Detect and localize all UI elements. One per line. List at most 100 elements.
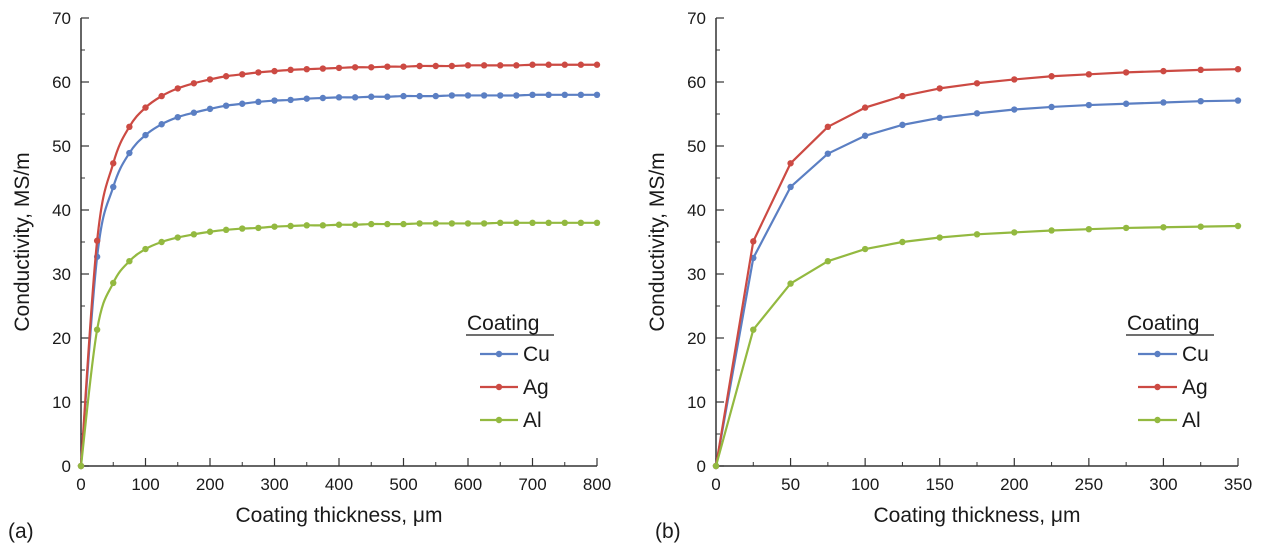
data-point xyxy=(400,63,407,70)
data-point xyxy=(384,63,391,70)
legend: Coating Cu Ag Al xyxy=(466,312,554,432)
data-point xyxy=(529,91,536,99)
legend-label: Cu xyxy=(1182,343,1209,366)
series-line-cu xyxy=(714,99,1239,467)
data-point xyxy=(545,61,552,68)
y-tick-label: 50 xyxy=(52,137,71,156)
data-point xyxy=(432,92,439,100)
data-point xyxy=(174,234,181,241)
data-point xyxy=(384,93,391,100)
y-tick-label: 60 xyxy=(687,73,706,92)
data-point xyxy=(1011,106,1018,113)
legend-swatch-marker xyxy=(1154,383,1161,391)
x-tick-label: 100 xyxy=(131,475,159,494)
legend-label: Ag xyxy=(1182,376,1208,399)
data-point xyxy=(1085,101,1093,109)
data-point xyxy=(351,64,359,71)
y-tick-label: 70 xyxy=(52,9,71,28)
data-point xyxy=(561,61,568,68)
data-point xyxy=(513,62,520,69)
legend-item-cu: Cu xyxy=(480,343,550,366)
data-point xyxy=(239,100,246,107)
data-point xyxy=(271,67,278,75)
data-point xyxy=(561,91,568,99)
x-tick-label: 200 xyxy=(196,475,224,494)
x-tick-label: 100 xyxy=(851,475,879,494)
legend-title: Coating xyxy=(467,312,539,335)
data-point xyxy=(158,92,165,100)
data-point xyxy=(1234,97,1242,104)
legend-item-ag: Ag xyxy=(1138,376,1208,399)
data-point xyxy=(255,98,262,106)
series-line-ag xyxy=(79,63,597,467)
data-point xyxy=(303,222,310,229)
x-tick-label: 50 xyxy=(781,475,800,494)
data-point xyxy=(787,160,794,167)
data-point xyxy=(936,234,943,241)
data-point xyxy=(190,109,198,116)
x-tick-label: 400 xyxy=(325,475,353,494)
data-point xyxy=(464,220,472,227)
data-point xyxy=(936,85,943,92)
data-point xyxy=(1048,103,1055,111)
series-cu xyxy=(77,91,601,470)
series-ag xyxy=(77,61,601,470)
data-point xyxy=(1048,227,1055,234)
data-point xyxy=(1160,224,1167,231)
data-point xyxy=(239,225,246,232)
data-point xyxy=(110,183,117,191)
legend-title: Coating xyxy=(1127,312,1199,335)
data-point xyxy=(416,62,423,70)
data-point xyxy=(368,64,375,71)
legend-swatch-marker xyxy=(495,383,503,391)
data-point xyxy=(271,223,278,230)
data-point xyxy=(222,226,230,234)
legend-item-al: Al xyxy=(480,409,542,432)
data-point xyxy=(1085,71,1093,78)
x-tick-label: 250 xyxy=(1075,475,1103,494)
legend-label: Al xyxy=(1182,409,1201,432)
data-point xyxy=(973,231,981,238)
data-point xyxy=(335,94,343,101)
data-point xyxy=(936,114,943,122)
panel-label: (a) xyxy=(8,520,34,543)
x-tick-label: 500 xyxy=(389,475,417,494)
y-tick-label: 20 xyxy=(52,329,71,348)
legend: Coating Cu Ag Al xyxy=(1126,312,1214,432)
data-point xyxy=(448,92,456,99)
y-tick-label: 70 xyxy=(687,9,706,28)
data-point xyxy=(126,149,133,157)
legend-label: Ag xyxy=(523,376,549,399)
x-tick-label: 350 xyxy=(1224,475,1252,494)
y-tick-label: 10 xyxy=(52,393,71,412)
data-point xyxy=(142,245,149,253)
y-tick-label: 30 xyxy=(687,265,706,284)
x-tick-label: 300 xyxy=(260,475,288,494)
data-point xyxy=(110,279,117,287)
data-point xyxy=(824,258,832,265)
data-point xyxy=(593,61,601,68)
data-point xyxy=(787,183,794,191)
y-tick-label: 30 xyxy=(52,265,71,284)
data-point xyxy=(973,80,981,87)
data-point xyxy=(497,62,504,69)
data-point xyxy=(545,219,552,226)
data-point xyxy=(142,131,149,139)
y-tick-label: 50 xyxy=(687,137,706,156)
data-point xyxy=(545,91,552,99)
series-line-ag xyxy=(714,68,1239,467)
data-point xyxy=(206,105,214,113)
data-point xyxy=(973,110,981,117)
y-axis-title: Conductivity, MS/m xyxy=(646,152,669,331)
x-tick-label: 600 xyxy=(454,475,482,494)
x-tick-label: 0 xyxy=(76,475,85,494)
data-point xyxy=(335,221,343,228)
data-point xyxy=(1122,100,1130,107)
data-point xyxy=(303,66,310,73)
data-point xyxy=(1122,224,1130,232)
data-point xyxy=(1160,99,1167,106)
data-point xyxy=(287,66,294,74)
data-point xyxy=(513,219,520,226)
data-point xyxy=(319,65,327,72)
y-tick-label: 0 xyxy=(62,457,71,476)
